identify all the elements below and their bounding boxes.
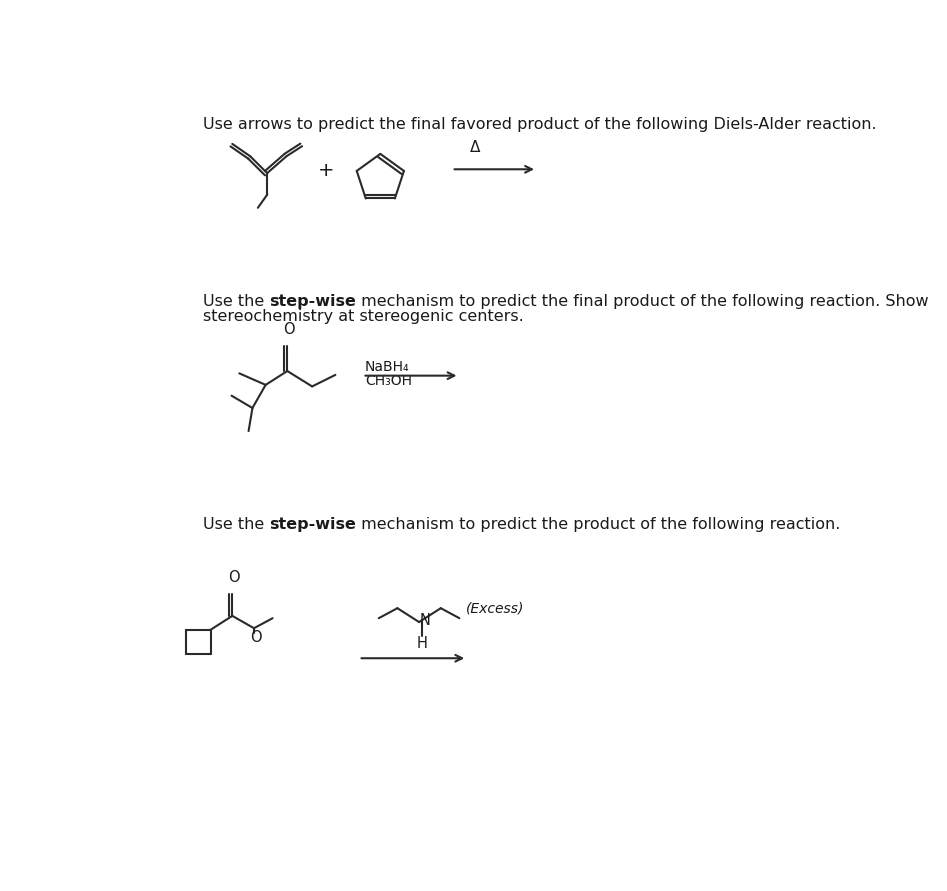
Text: Δ: Δ bbox=[470, 141, 480, 155]
Text: Use the: Use the bbox=[203, 518, 269, 532]
Text: Use the: Use the bbox=[203, 294, 269, 309]
Text: NaBH₄: NaBH₄ bbox=[365, 360, 409, 374]
Text: CH₃OH: CH₃OH bbox=[365, 374, 412, 388]
Text: mechanism to predict the product of the following reaction.: mechanism to predict the product of the … bbox=[356, 518, 841, 532]
Text: stereochemistry at stereogenic centers.: stereochemistry at stereogenic centers. bbox=[203, 308, 524, 323]
Text: (Excess): (Excess) bbox=[466, 601, 524, 615]
Text: O: O bbox=[283, 323, 295, 337]
Text: Use arrows to predict the final favored product of the following Diels-Alder rea: Use arrows to predict the final favored … bbox=[203, 117, 877, 132]
Text: step-wise: step-wise bbox=[269, 294, 356, 309]
Text: step-wise: step-wise bbox=[269, 518, 356, 532]
Text: H: H bbox=[417, 636, 428, 651]
Text: O: O bbox=[250, 630, 261, 645]
Text: O: O bbox=[228, 570, 240, 585]
Text: mechanism to predict the final product of the following reaction. Show: mechanism to predict the final product o… bbox=[356, 294, 929, 309]
Text: N: N bbox=[420, 613, 431, 628]
Text: +: + bbox=[318, 161, 334, 180]
